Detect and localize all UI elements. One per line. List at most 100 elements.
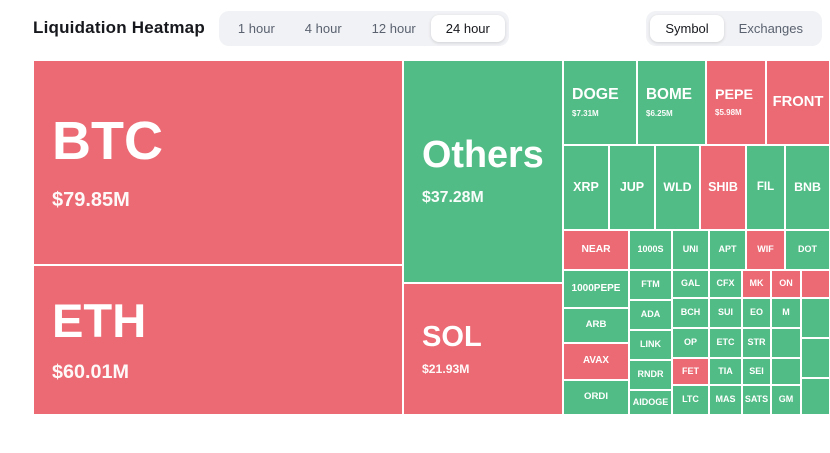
tile-value: $37.28M (422, 188, 484, 206)
tile-value: $5.98M (715, 107, 742, 117)
treemap-tile-link[interactable]: LINK (629, 330, 672, 360)
tile-symbol: APT (718, 244, 737, 255)
page-title: Liquidation Heatmap (33, 18, 205, 37)
treemap-tile-shib[interactable]: SHIB (700, 145, 746, 230)
treemap-tile-eo[interactable]: EO (742, 298, 771, 328)
treemap-tile-unlabeled[interactable] (801, 378, 830, 415)
treemap-tile-front[interactable]: FRONT (766, 60, 830, 145)
treemap-tile-gm[interactable]: GM (771, 385, 801, 415)
treemap-tile-unlabeled[interactable] (801, 270, 830, 298)
view-mode-toggle: Symbol Exchanges (646, 10, 822, 46)
treemap-tile-avax[interactable]: AVAX (563, 343, 629, 380)
treemap-tile-sol[interactable]: SOL $21.93M (403, 283, 563, 415)
tile-symbol: ETH (52, 293, 147, 347)
tile-symbol: GAL (681, 278, 700, 289)
tile-symbol: JUP (619, 179, 645, 194)
treemap-tile-ordi[interactable]: ORDI (563, 380, 629, 415)
tile-value: $7.31M (572, 109, 599, 119)
tab-1-hour[interactable]: 1 hour (237, 20, 275, 36)
treemap-tile-ftm[interactable]: FTM (629, 270, 672, 300)
tile-symbol: TIA (718, 365, 733, 376)
treemap-tile-others[interactable]: Others $37.28M (403, 60, 563, 283)
treemap-tile-apt[interactable]: APT (709, 230, 746, 270)
treemap-tile-sats[interactable]: SATS (742, 385, 771, 415)
toggle-symbol[interactable]: Symbol (650, 14, 724, 42)
treemap-tile-1000pepe[interactable]: 1000PEPE (563, 270, 629, 308)
treemap-tile-btc[interactable]: BTC $79.85M (33, 60, 403, 265)
treemap-tile-1000s[interactable]: 1000S (629, 230, 672, 270)
treemap-tile-op[interactable]: OP (672, 328, 709, 358)
tile-symbol: SEI (749, 365, 764, 376)
tile-symbol: DOGE (572, 85, 619, 103)
tile-symbol: EO (749, 307, 763, 318)
treemap-tile-bnb[interactable]: BNB (785, 145, 830, 230)
treemap-tile-mk[interactable]: MK (742, 270, 771, 298)
treemap-tile-aidoge[interactable]: AIDOGE (629, 390, 672, 415)
tile-symbol: SHIB (708, 179, 738, 194)
tile-symbol: UNI (682, 244, 699, 255)
treemap-tile-doge[interactable]: DOGE $7.31M (563, 60, 637, 145)
tile-symbol: ORDI (583, 391, 609, 403)
tile-symbol: LTC (682, 394, 699, 405)
tile-symbol: AVAX (583, 355, 609, 367)
time-range-tabs: 1 hour 4 hour 12 hour 24 hour (218, 10, 509, 46)
tile-symbol: NEAR (581, 243, 611, 255)
treemap-tile-pepe[interactable]: PEPE $5.98M (706, 60, 766, 145)
tile-symbol: WIF (757, 244, 774, 255)
tile-symbol: FET (682, 365, 699, 376)
treemap-tile-bome[interactable]: BOME $6.25M (637, 60, 706, 145)
tile-symbol: WLD (663, 180, 692, 194)
tile-symbol: XRP (573, 179, 599, 194)
treemap-tile-arb[interactable]: ARB (563, 308, 629, 343)
treemap-tile-rndr[interactable]: RNDR (629, 360, 672, 390)
tile-symbol: BCH (680, 307, 701, 318)
tile-symbol: 1000PEPE (571, 282, 621, 294)
tile-symbol: Others (422, 134, 544, 177)
treemap-tile-etc[interactable]: ETC (709, 328, 742, 358)
tab-12-hour[interactable]: 12 hour (371, 20, 416, 36)
tile-symbol: OP (683, 337, 697, 348)
treemap-tile-sei[interactable]: SEI (742, 358, 771, 385)
tile-symbol: LINK (640, 339, 661, 350)
treemap-tile-on[interactable]: ON (771, 270, 801, 298)
tab-24-hour[interactable]: 24 hour (430, 14, 505, 42)
tile-value: $6.25M (646, 108, 673, 118)
tile-symbol: STR (747, 337, 766, 348)
treemap-tile-jup[interactable]: JUP (609, 145, 655, 230)
treemap-tile-ada[interactable]: ADA (629, 300, 672, 330)
treemap-tile-near[interactable]: NEAR (563, 230, 629, 270)
tile-symbol: FRONT (772, 93, 824, 110)
treemap-tile-uni[interactable]: UNI (672, 230, 709, 270)
treemap-tile-wif[interactable]: WIF (746, 230, 785, 270)
treemap-tile-bch[interactable]: BCH (672, 298, 709, 328)
treemap-tile-fet[interactable]: FET (672, 358, 709, 385)
treemap-tile-gal[interactable]: GAL (672, 270, 709, 298)
treemap-tile-eth[interactable]: ETH $60.01M (33, 265, 403, 415)
treemap-tile-tia[interactable]: TIA (709, 358, 742, 385)
treemap-tile-m[interactable]: M (771, 298, 801, 328)
tile-symbol: M (782, 307, 790, 318)
tile-symbol: MK (749, 278, 764, 289)
tile-symbol: RNDR (637, 369, 664, 380)
tile-symbol: SOL (422, 320, 482, 353)
toggle-exchanges[interactable]: Exchanges (738, 20, 803, 36)
treemap-tile-ltc[interactable]: LTC (672, 385, 709, 415)
tile-symbol: 1000S (637, 244, 664, 255)
treemap-tile-mas[interactable]: MAS (709, 385, 742, 415)
tab-4-hour[interactable]: 4 hour (304, 20, 342, 36)
treemap-tile-xrp[interactable]: XRP (563, 145, 609, 230)
treemap-tile-str[interactable]: STR (742, 328, 771, 358)
treemap-tile-dot[interactable]: DOT (785, 230, 830, 270)
treemap-tile-fil[interactable]: FIL (746, 145, 785, 230)
tile-symbol: ADA (640, 309, 661, 320)
treemap-tile-sui[interactable]: SUI (709, 298, 742, 328)
treemap-tile-unlabeled[interactable] (801, 338, 830, 378)
treemap-tile-unlabeled[interactable] (801, 298, 830, 338)
tile-symbol: ARB (585, 319, 607, 331)
treemap-tile-unlabeled[interactable] (771, 358, 801, 385)
treemap-tile-cfx[interactable]: CFX (709, 270, 742, 298)
treemap-tile-wld[interactable]: WLD (655, 145, 700, 230)
tile-value: $60.01M (52, 361, 129, 384)
treemap-tile-unlabeled[interactable] (771, 328, 801, 358)
tile-value: $21.93M (422, 362, 470, 377)
